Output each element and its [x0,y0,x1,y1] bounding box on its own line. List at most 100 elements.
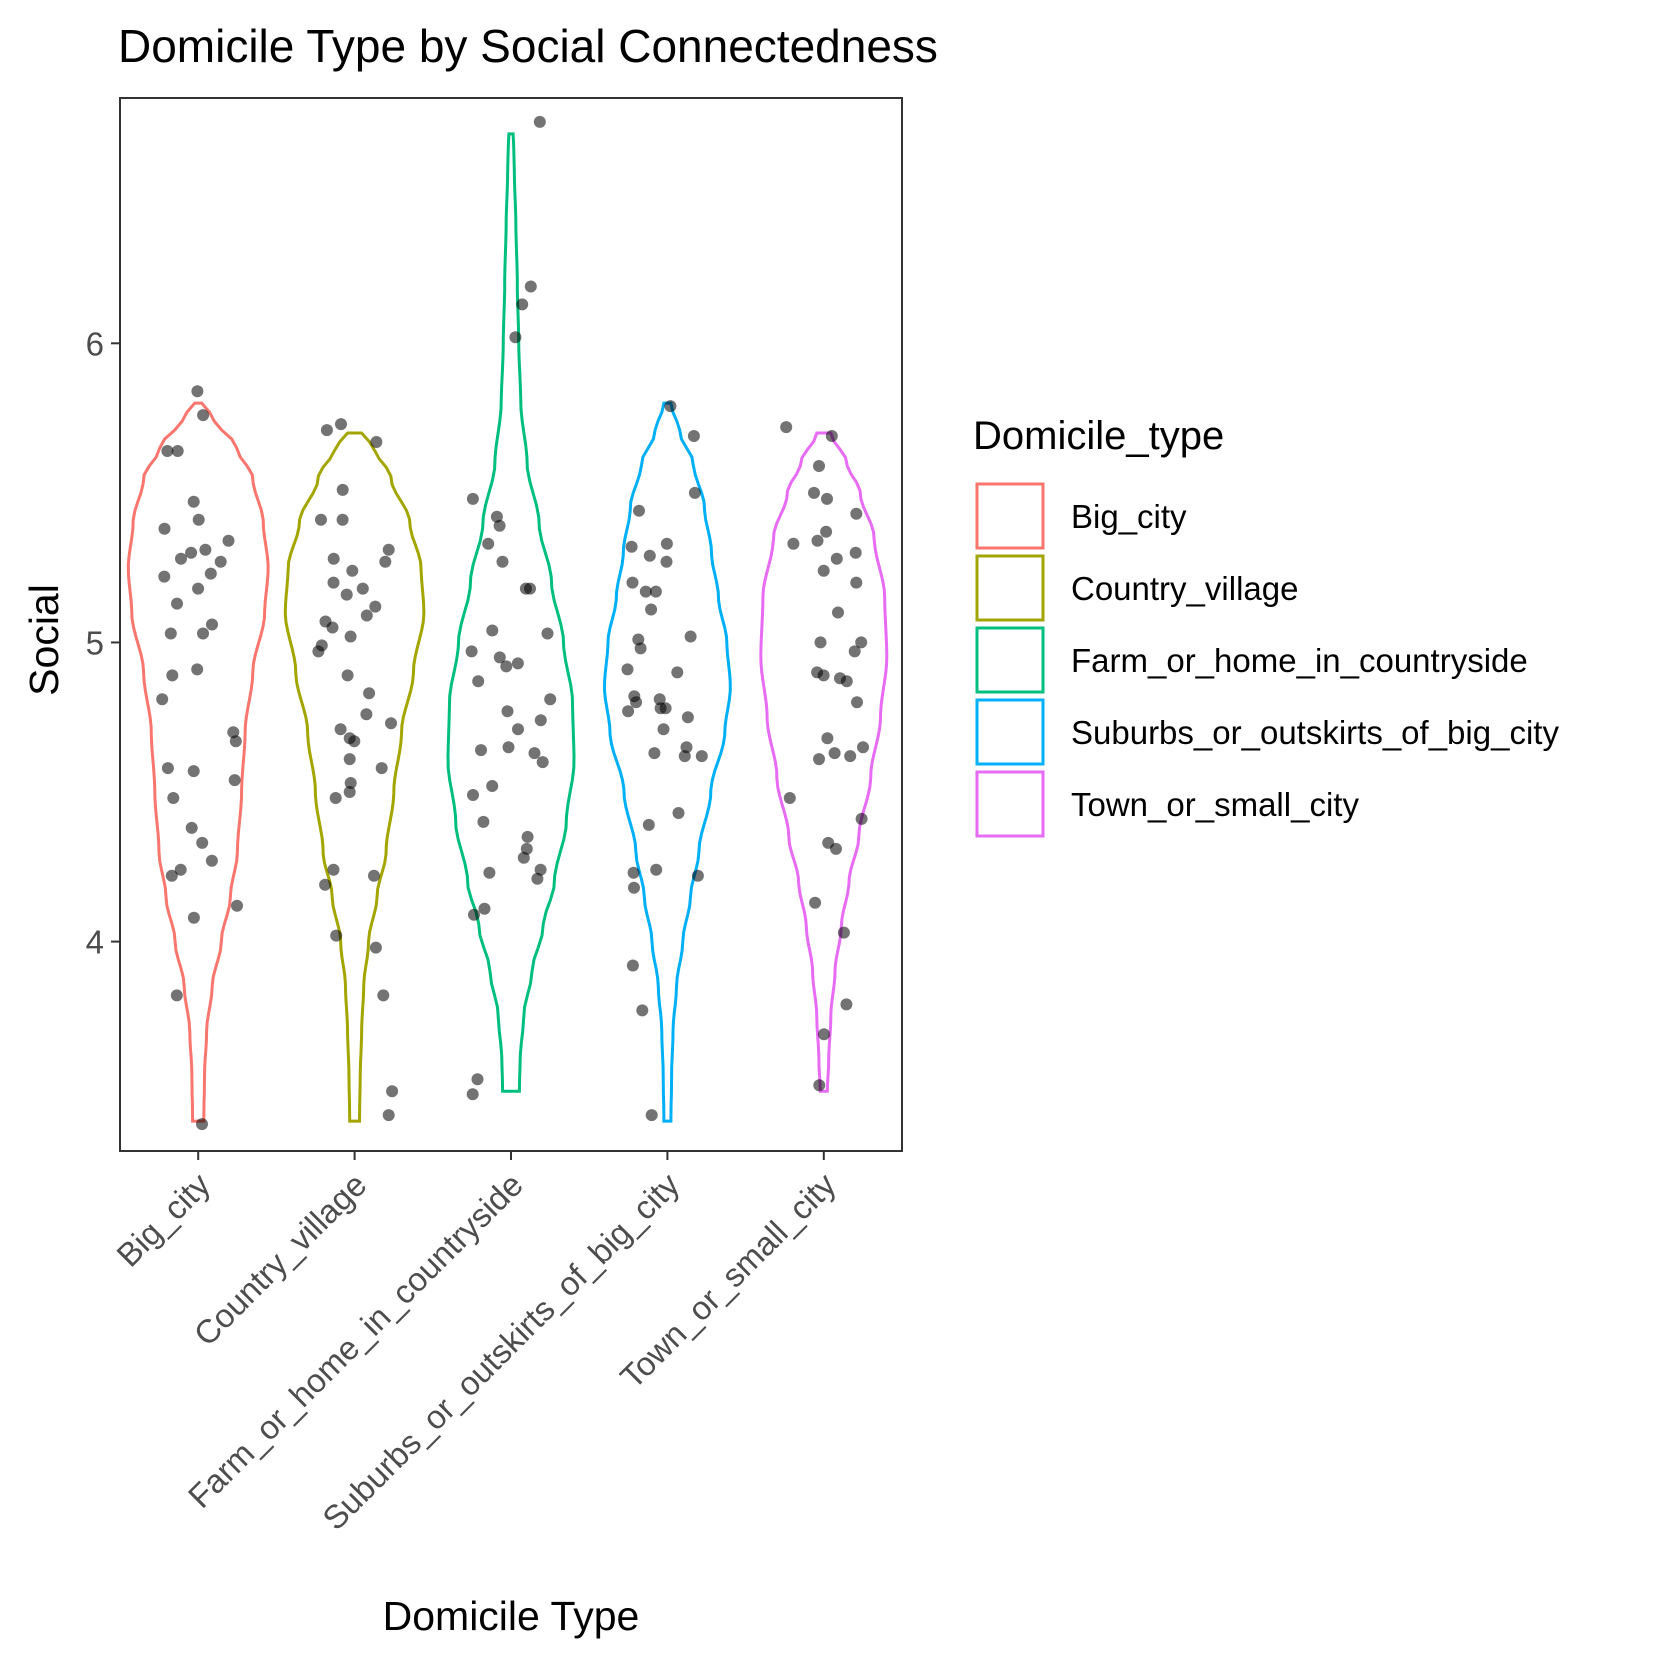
data-point [830,552,843,565]
data-point [227,726,240,739]
data-point [813,1079,826,1092]
legend-label: Town_or_small_city [1071,786,1359,823]
data-point [851,696,863,709]
data-point [171,445,184,457]
data-point [166,669,179,682]
data-point [197,627,209,640]
violin-Town_or_small_city [759,431,889,1093]
data-point [780,421,793,434]
legend-key [975,698,1045,766]
legend-label: Farm_or_home_in_countryside [1071,642,1528,679]
data-point [825,430,838,442]
data-point [315,513,327,526]
data-point [650,863,663,876]
data-point [528,747,541,760]
data-point [813,753,825,766]
data-point [844,750,857,763]
data-point [346,564,359,577]
data-point [486,780,499,792]
data-point [369,941,382,954]
data-point [626,576,639,589]
data-point [493,651,506,664]
data-point [678,750,691,763]
data-point [636,1004,649,1017]
data-point [174,863,187,876]
data-point [837,926,850,939]
data-point [165,869,178,882]
legend-label: Big_city [1071,498,1187,535]
data-point [360,708,373,721]
data-point [379,555,392,568]
data-point [326,621,339,634]
data-point [857,741,869,754]
data-point [360,609,373,622]
data-point [524,582,536,595]
data-point [334,723,347,736]
data-point [477,815,490,828]
data-point [511,657,524,670]
data-point [813,460,825,472]
legend-key [975,554,1045,622]
data-point [369,600,382,613]
chart-title: Domicile Type by Social Connectedness [118,20,938,72]
data-point [695,750,708,763]
data-point [185,546,198,559]
data-point [229,735,242,748]
data-point [850,507,863,520]
data-point [643,549,656,562]
data-point [809,896,822,909]
legend: Domicile_type Big_city Country_village Far… [973,414,1559,838]
data-point [377,989,390,1002]
data-point [501,705,514,718]
data-point [363,687,376,700]
data-point [185,821,198,834]
data-point [684,630,697,643]
data-point [645,1109,658,1122]
data-point [482,537,495,550]
data-point [187,765,200,778]
plot-panel [119,97,903,1152]
data-point [466,1088,479,1101]
data-point [167,792,180,804]
data-point [386,1085,399,1098]
x-axis-title: Domicile Type [383,1593,640,1639]
data-point [336,513,349,526]
data-point [472,675,485,688]
data-point [192,582,205,595]
data-point [468,908,480,921]
data-point [335,418,347,431]
data-point [657,723,670,736]
data-point [465,645,478,658]
data-point [628,881,640,894]
data-point [622,705,635,718]
data-point [671,666,684,679]
data-point [327,863,340,876]
data-point [524,280,537,293]
data-point [783,792,796,804]
data-point [681,711,694,724]
data-point [214,555,227,568]
legend-title: Domicile_type [973,414,1224,458]
data-point [653,693,666,706]
data-point [483,866,496,879]
data-point [187,495,200,508]
legend-key [975,482,1045,550]
data-point [196,836,209,849]
data-point [466,492,479,505]
data-point [330,929,343,942]
data-point [343,786,356,798]
data-point [627,866,640,879]
data-point [821,732,834,745]
data-point [630,696,643,709]
data-point [191,663,204,676]
data-point [164,627,177,640]
data-point [660,537,673,550]
data-point [205,854,218,867]
data-point [817,564,830,577]
data-point [830,842,842,855]
y-tick-label: 4 [86,924,104,961]
data-point [486,624,499,637]
y-tick-label: 5 [86,624,104,661]
data-point [368,869,380,882]
data-point [204,567,217,580]
